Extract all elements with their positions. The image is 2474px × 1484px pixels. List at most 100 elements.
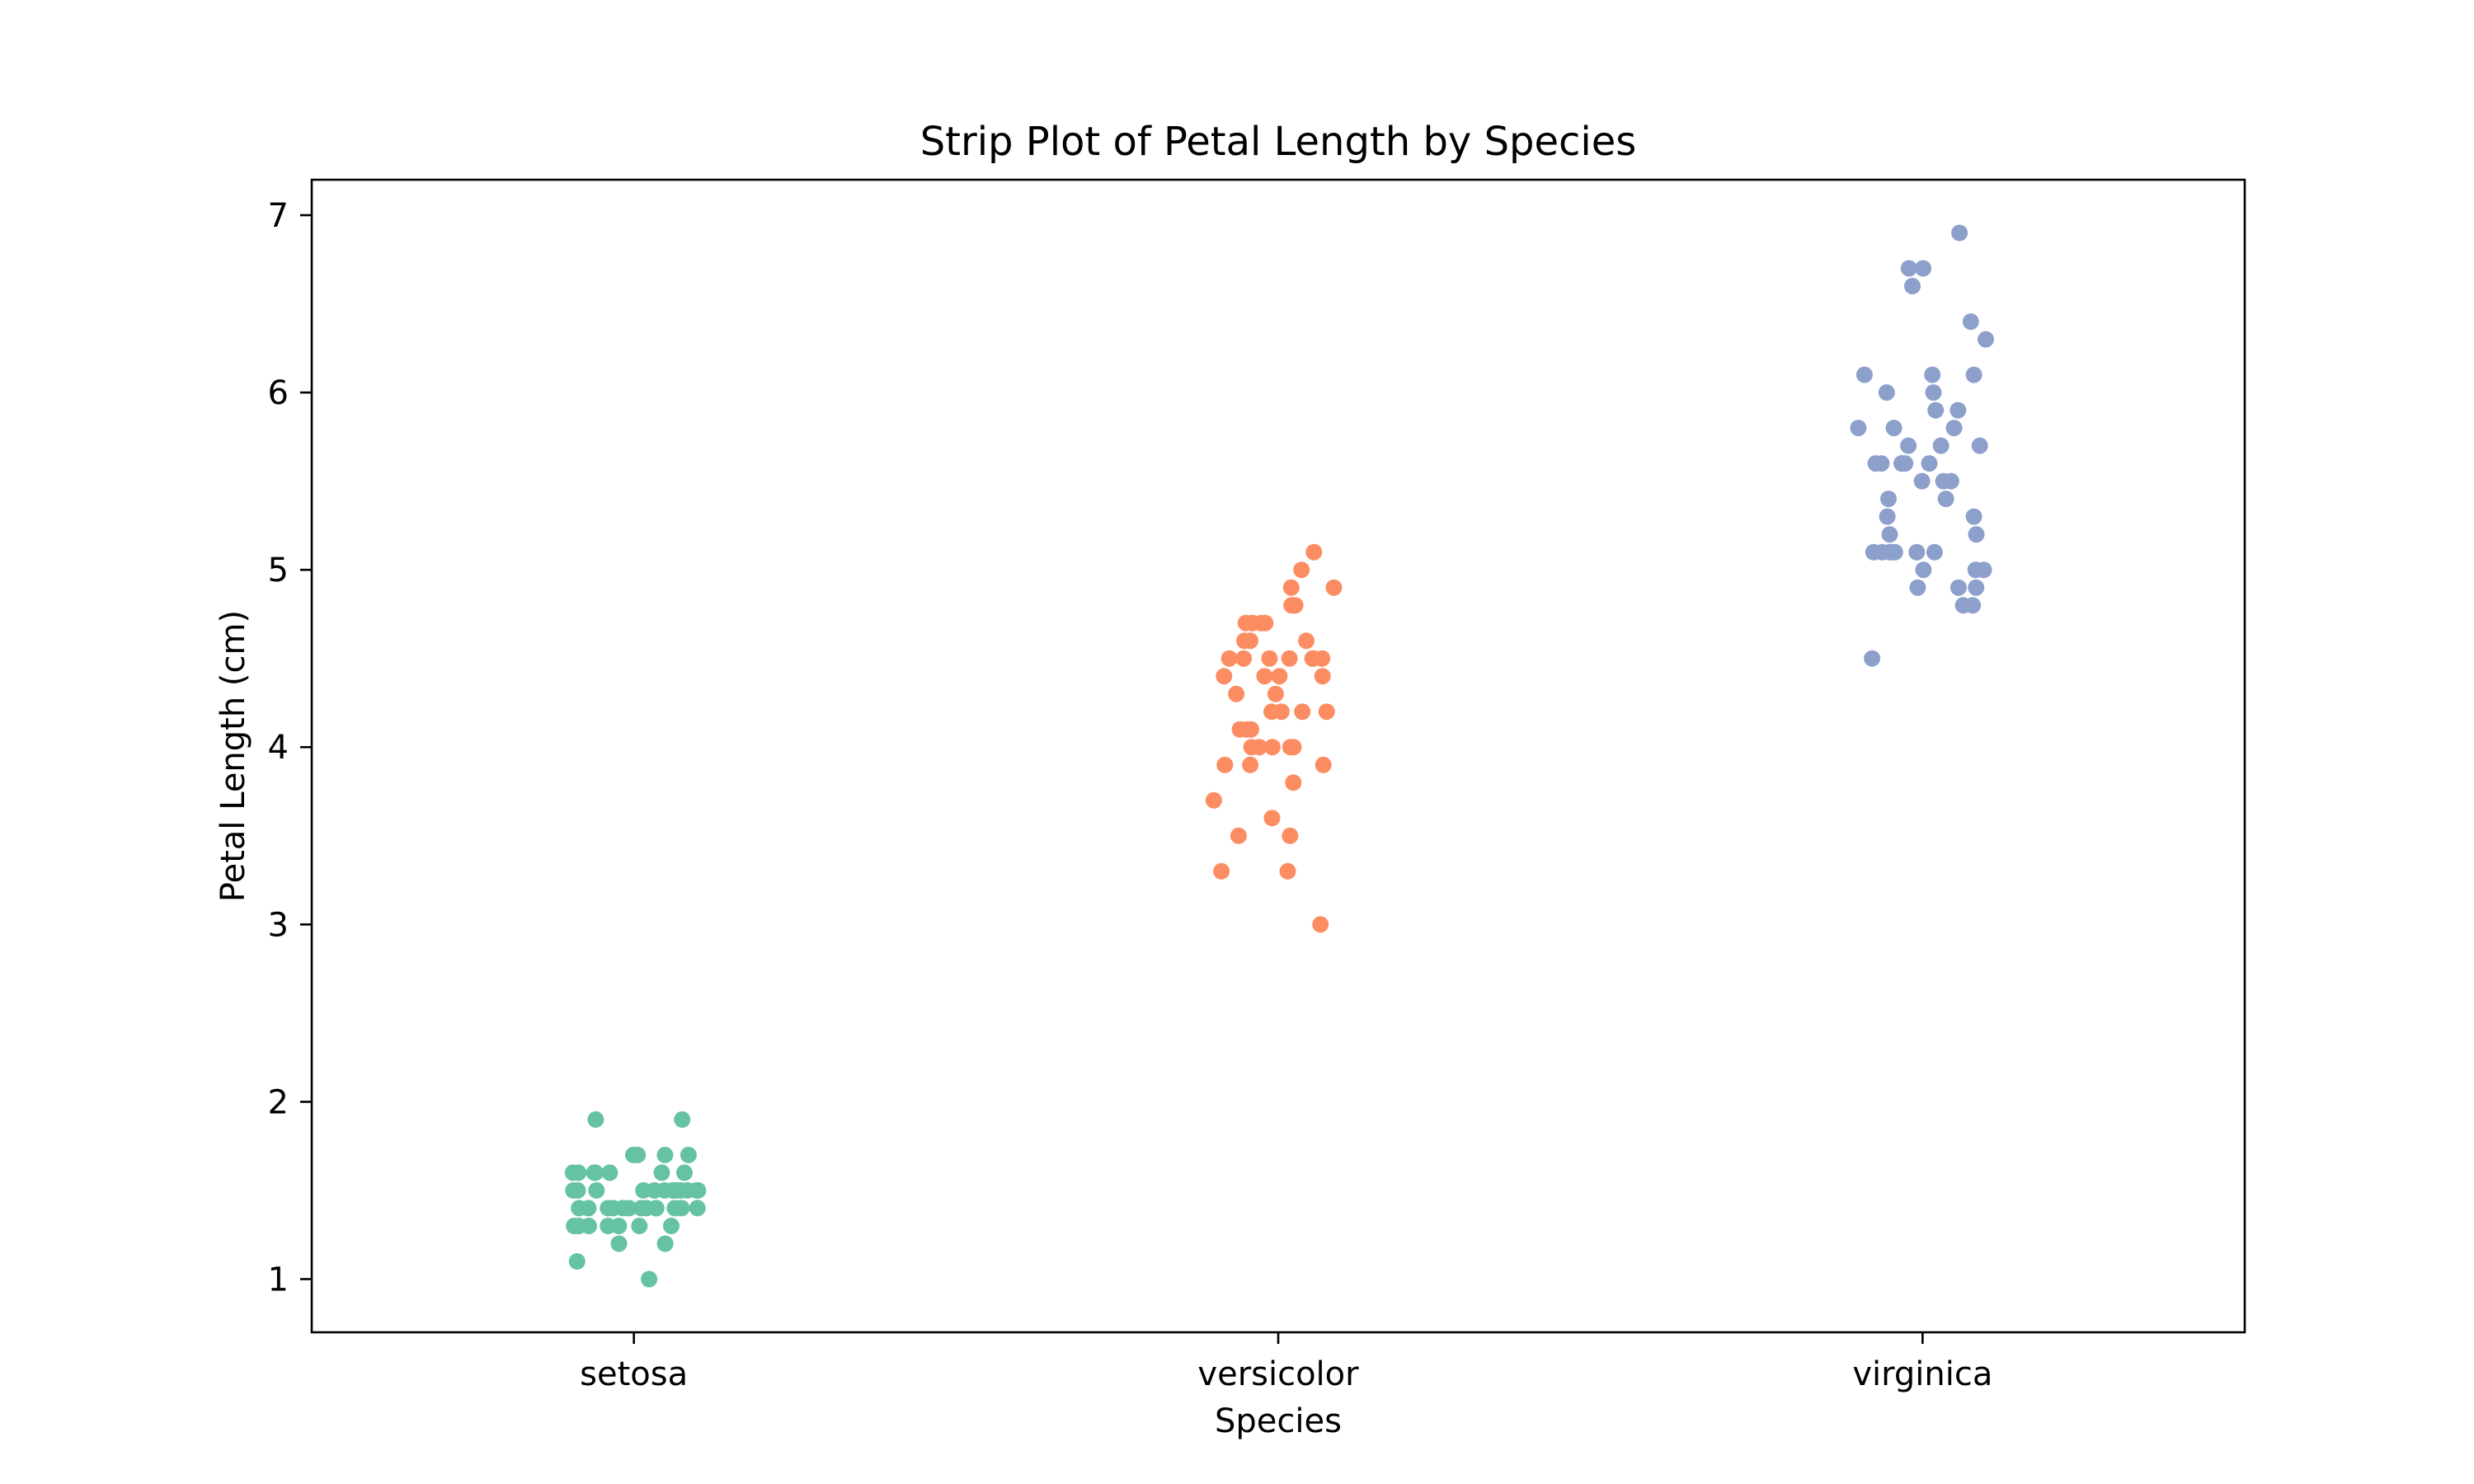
y-tick-label: 2 [268,1083,289,1121]
data-point-virginica [1885,420,1903,437]
data-point-versicolor [1242,721,1259,738]
data-point-setosa [680,1146,697,1163]
data-point-versicolor [1243,739,1260,756]
data-point-versicolor [1267,685,1284,702]
data-point-setosa [641,1270,658,1288]
y-axis-label: Petal Length (cm) [214,610,252,902]
data-point-setosa [647,1200,665,1217]
data-point-setosa [663,1218,680,1234]
data-point-virginica [1921,455,1938,472]
data-point-setosa [564,1164,581,1181]
data-point-versicolor [1263,739,1281,756]
data-point-virginica [1968,526,1985,543]
data-point-versicolor [1294,703,1311,721]
y-tick-label: 3 [268,906,289,944]
data-point-setosa [676,1164,693,1181]
data-point-setosa [587,1111,604,1128]
data-point-virginica [1951,224,1968,242]
data-point-versicolor [1315,756,1332,773]
data-point-virginica [1925,384,1942,402]
data-point-virginica [1900,260,1917,277]
data-point-virginica [1904,278,1921,294]
data-point-virginica [1937,491,1954,508]
data-point-virginica [1926,543,1943,561]
data-point-versicolor [1314,668,1331,685]
data-point-virginica [1878,384,1895,402]
data-point-setosa [631,1218,648,1234]
data-point-versicolor [1293,561,1310,579]
data-point-versicolor [1263,703,1280,721]
data-point-setosa [653,1164,670,1181]
data-point-setosa [656,1146,674,1163]
data-point-virginica [1856,366,1873,383]
data-point-virginica [1908,543,1926,561]
data-point-setosa [633,1200,650,1217]
x-tick-label: setosa [580,1355,688,1393]
data-point-versicolor [1279,862,1296,880]
data-point-virginica [1935,472,1952,490]
data-point-virginica [1867,455,1884,472]
data-point-versicolor [1282,579,1300,596]
x-tick-label: virginica [1852,1355,1992,1393]
data-point-setosa [588,1181,605,1199]
data-point-setosa [614,1200,632,1217]
data-point-versicolor [1312,916,1329,933]
data-point-setosa [568,1253,586,1270]
data-point-versicolor [1253,614,1270,632]
data-point-setosa [689,1181,707,1199]
data-point-virginica [1967,561,1984,579]
data-point-virginica [1879,508,1896,525]
y-tick-label: 5 [268,552,289,589]
data-point-virginica [1950,402,1967,419]
data-point-versicolor [1305,543,1323,561]
data-point-setosa [580,1200,597,1217]
data-points [564,224,1994,1288]
data-point-setosa [600,1218,617,1234]
data-point-virginica [1965,366,1982,383]
y-tick-label: 6 [268,374,289,412]
data-point-virginica [1968,579,1985,596]
data-point-virginica [1978,331,1994,348]
y-tick-label: 4 [268,729,289,767]
data-point-versicolor [1213,862,1230,880]
data-point-setosa [656,1235,674,1252]
data-point-versicolor [1237,614,1254,632]
data-point-versicolor [1298,632,1315,650]
data-point-versicolor [1242,756,1259,773]
y-tick-label: 7 [268,197,289,235]
data-point-virginica [1886,543,1903,561]
data-point-versicolor [1325,579,1343,596]
data-point-setosa [666,1200,684,1217]
data-point-virginica [1945,420,1963,437]
data-point-versicolor [1286,597,1304,614]
y-axis: 1 2 3 4 5 6 7 [268,197,312,1298]
x-axis-label: Species [1215,1402,1342,1440]
data-point-versicolor [1216,668,1233,685]
data-point-versicolor [1263,810,1281,827]
data-point-virginica [1881,526,1898,543]
data-point-virginica [1915,561,1932,579]
data-point-setosa [610,1235,628,1252]
x-tick-label: versicolor [1197,1355,1359,1393]
data-point-setosa [669,1181,686,1199]
data-point-versicolor [1216,756,1234,773]
data-point-versicolor [1282,827,1299,844]
data-point-virginica [1954,597,1972,614]
data-point-versicolor [1221,650,1238,667]
data-point-virginica [1932,437,1950,454]
data-point-setosa [586,1164,604,1181]
data-point-virginica [1915,260,1931,277]
data-point-versicolor [1304,650,1321,667]
data-point-virginica [1880,491,1897,508]
data-point-versicolor [1318,703,1335,721]
data-point-setosa [689,1200,706,1217]
data-point-virginica [1909,579,1926,596]
data-point-setosa [569,1181,586,1199]
data-point-virginica [1927,402,1945,419]
data-point-versicolor [1256,668,1273,685]
data-point-versicolor [1282,739,1299,756]
data-point-virginica [1864,650,1881,667]
data-point-virginica [1850,420,1867,437]
